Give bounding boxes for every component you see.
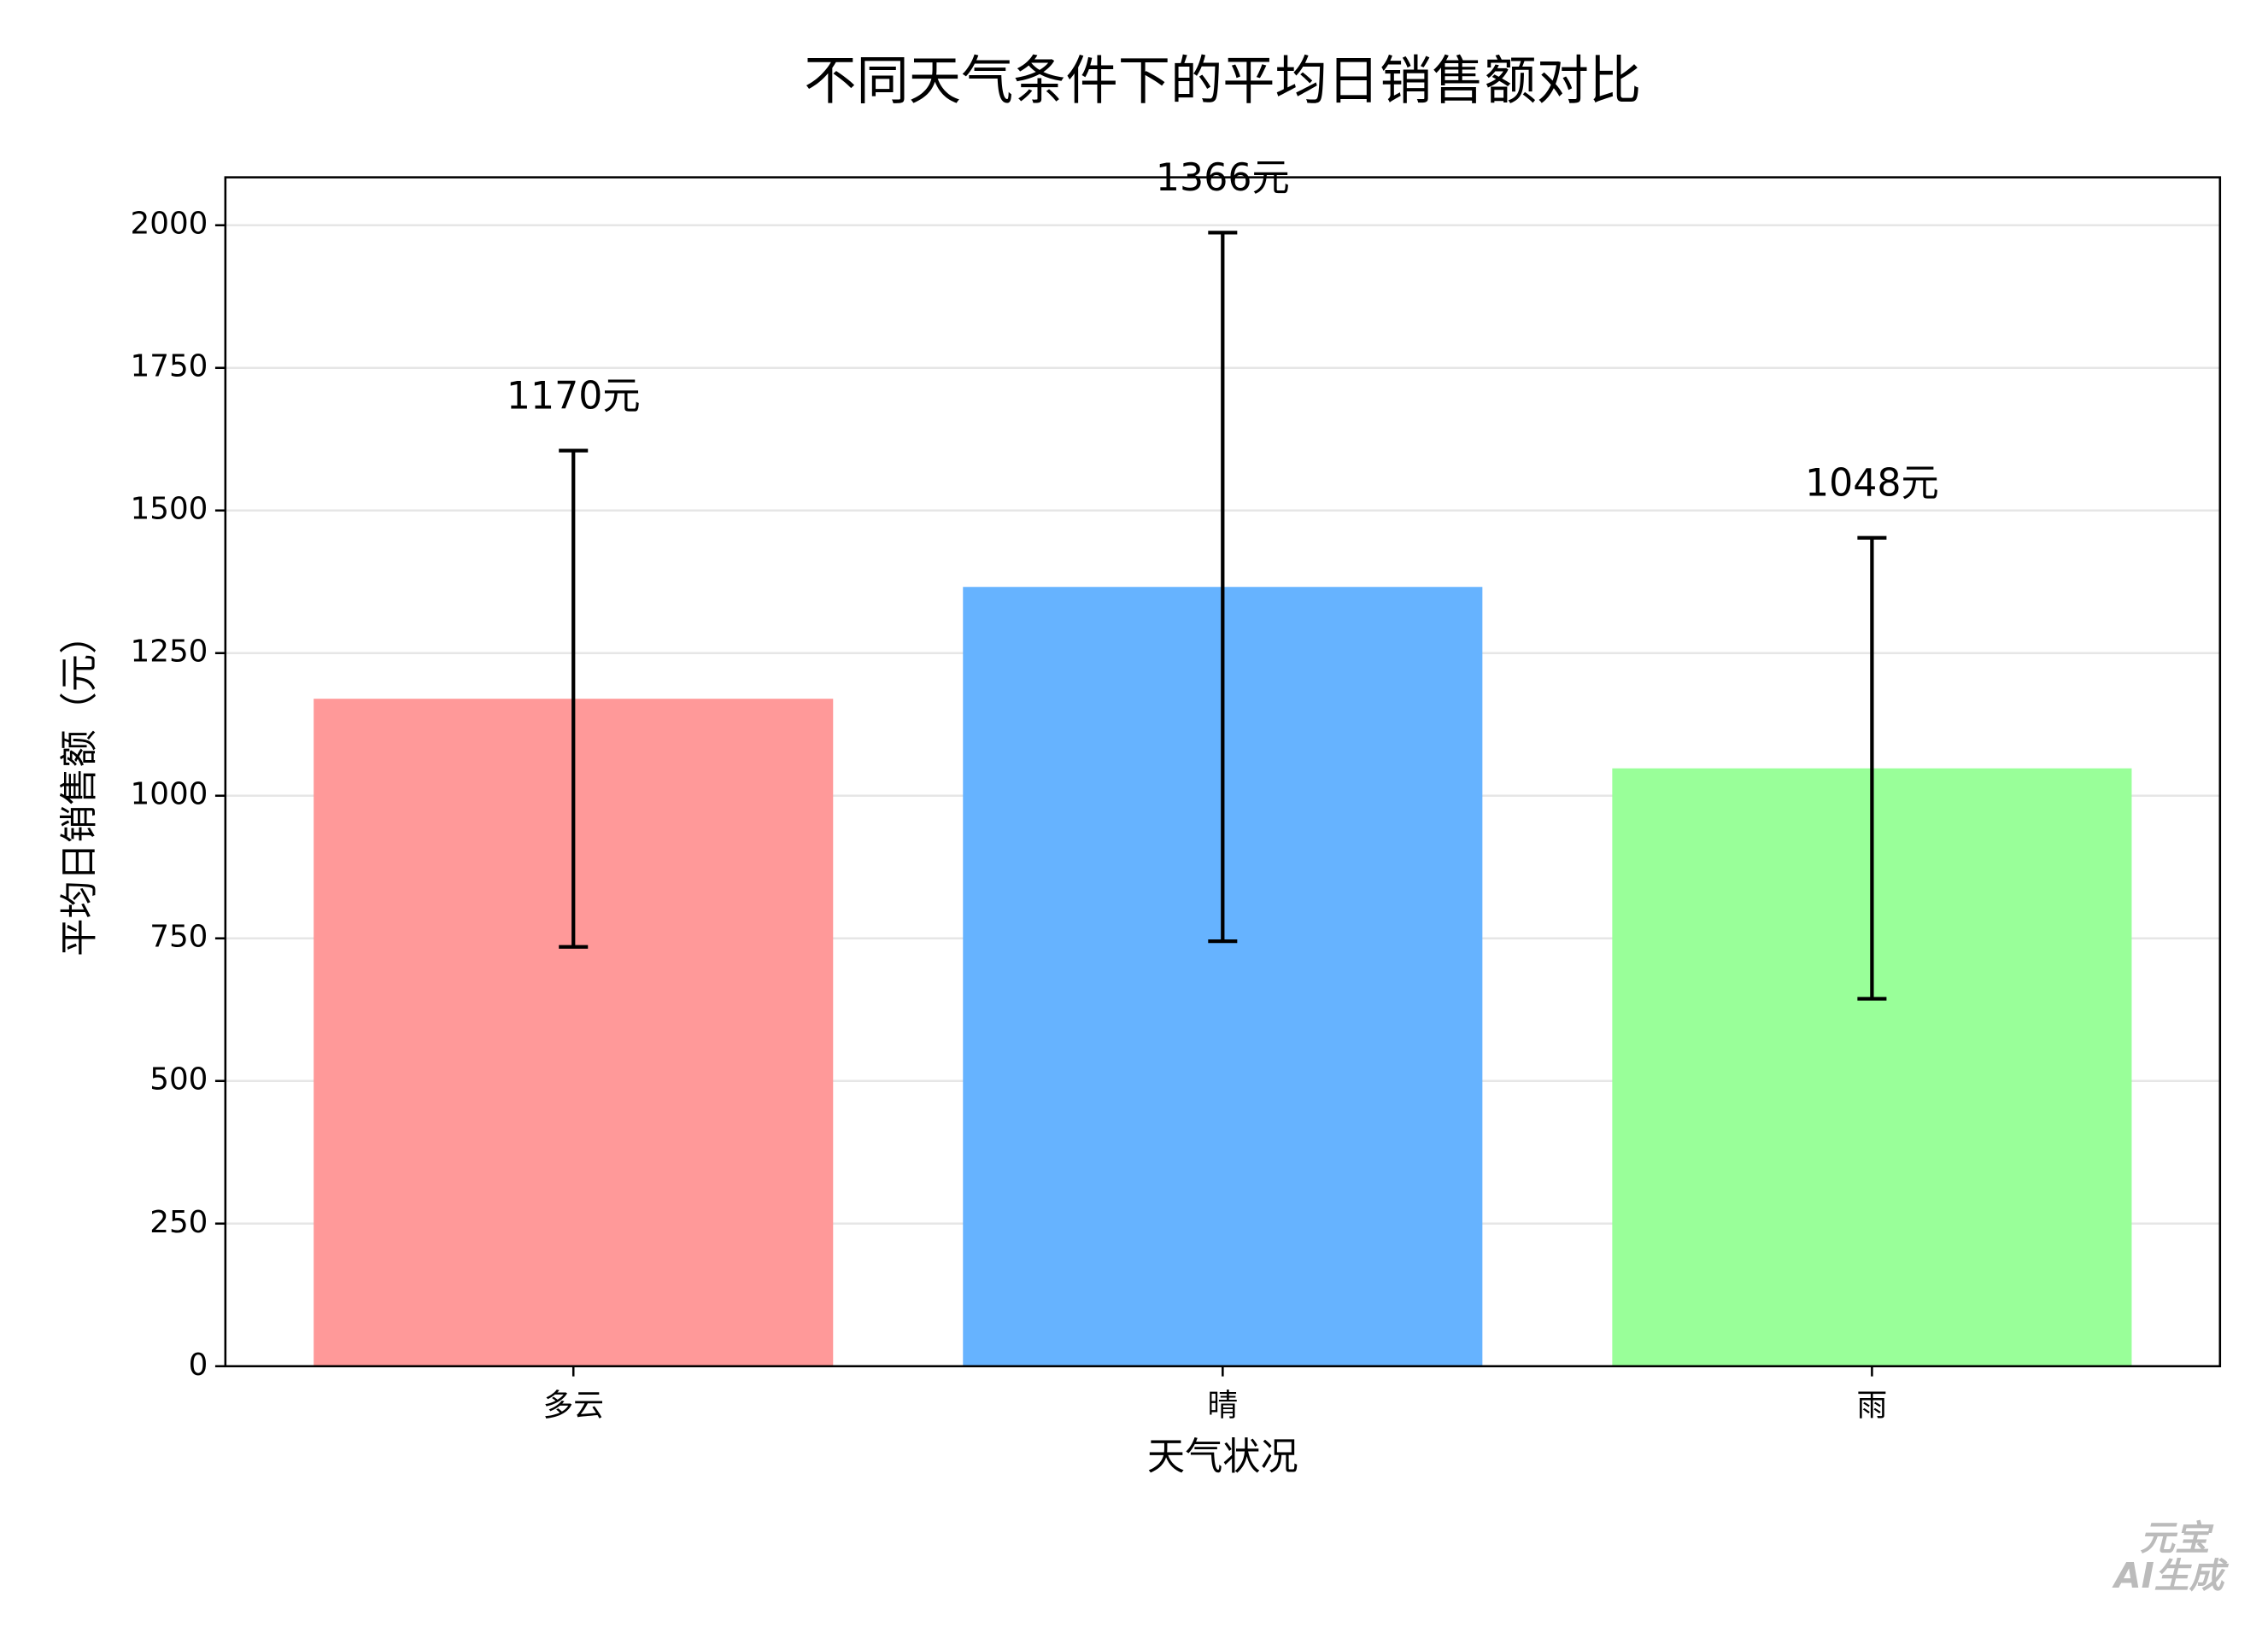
y-tick-label: 1250 [131, 635, 208, 670]
y-tick-label: 750 [149, 920, 208, 955]
y-axis-label: 平均日销售额（元） [57, 617, 101, 956]
watermark: AI生成 [2112, 1555, 2230, 1596]
y-tick-label: 2000 [131, 207, 208, 242]
y-tick-label: 1500 [131, 492, 208, 527]
x-tick-label: 晴 [1207, 1388, 1238, 1423]
plot-frame [224, 176, 2222, 1368]
x-tick-label: 雨 [1857, 1388, 1888, 1423]
y-tick-label: 250 [149, 1205, 208, 1240]
value-label: 1170元 [507, 374, 641, 418]
x-tick-label: 多云 [543, 1388, 604, 1423]
y-tick-label: 0 [189, 1348, 208, 1383]
x-axis-label: 天气状况 [1147, 1436, 1298, 1479]
y-tick-label: 1000 [131, 777, 208, 812]
y-tick-label: 1750 [131, 349, 208, 384]
chart-title: 不同天气条件下的平均日销售额对比 [804, 50, 1641, 111]
value-label: 1048元 [1805, 462, 1939, 506]
y-tick-label: 500 [149, 1062, 208, 1097]
watermark: 元宝 [2140, 1518, 2214, 1559]
